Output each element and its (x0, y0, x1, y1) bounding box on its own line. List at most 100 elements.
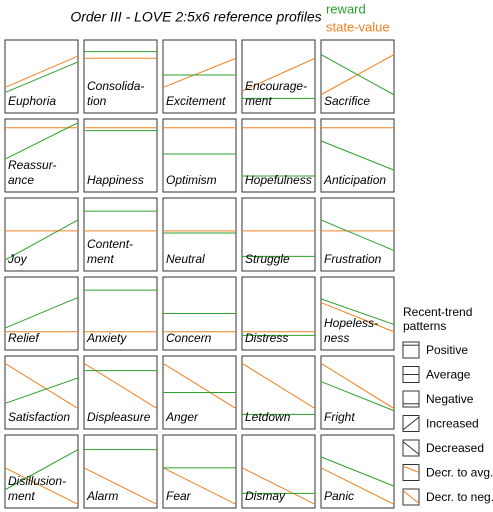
profile-label: Excitement (166, 94, 226, 108)
profile-label: Concern (166, 331, 212, 345)
legend-reward: reward (326, 1, 366, 16)
reward-line (4, 449, 79, 491)
profile-label: Panic (324, 489, 354, 503)
profile-cell (83, 197, 158, 272)
profile-label: Dismay (245, 489, 286, 503)
profile-label: Euphoria (8, 94, 56, 108)
trend-label: Average (426, 368, 471, 382)
profile-cell (4, 39, 79, 114)
profile-label: Sacrifice (324, 94, 370, 108)
trend-icon-line (402, 490, 420, 504)
state-value-line (241, 57, 316, 92)
reward-line (320, 54, 395, 96)
profile-label: Encourage- (245, 79, 307, 93)
trend-label: Decreased (426, 441, 484, 455)
profile-label: Fright (324, 410, 355, 424)
title: Order III - LOVE 2:5x6 reference profile… (70, 9, 321, 25)
profile-cell (162, 197, 237, 272)
profile-label: Hopeless- (324, 316, 378, 330)
profile-cell (320, 434, 395, 509)
profile-cell (320, 197, 395, 272)
profile-label: ness (324, 331, 349, 345)
profile-cell (83, 434, 158, 509)
profile-label: Struggle (245, 252, 290, 266)
legend-state-value: state-value (326, 19, 390, 34)
profile-label: ance (8, 173, 34, 187)
trend-label: Increased (426, 417, 479, 431)
trend-label: Decr. to avg. (426, 466, 493, 480)
profile-label: Anticipation (323, 173, 386, 187)
profile-label: Happiness (87, 173, 144, 187)
profile-cell (83, 355, 158, 430)
reward-line (320, 456, 395, 487)
profile-cell (320, 355, 395, 430)
trend-icon-line (402, 441, 420, 455)
profile-label: ment (8, 489, 35, 503)
profile-cell (241, 39, 316, 114)
reward-line (4, 61, 79, 94)
trend-icon (402, 341, 420, 359)
state-value-line (4, 55, 79, 88)
profile-cell (4, 118, 79, 193)
trend-legend-title: Recent-trend (403, 305, 472, 319)
profile-label: Content- (87, 237, 133, 251)
reward-line (320, 381, 395, 412)
profile-label: Consolida- (87, 79, 144, 93)
profile-label: Letdown (245, 410, 291, 424)
profile-label: Distress (245, 331, 288, 345)
profile-label: Neutral (166, 252, 205, 266)
state-value-line (241, 362, 316, 409)
profile-cell (4, 434, 79, 509)
state-value-line (162, 57, 237, 88)
profile-label: Joy (7, 252, 28, 266)
profile-cell (241, 434, 316, 509)
state-value-line (320, 362, 395, 409)
state-value-line (241, 467, 316, 505)
reward-line (4, 219, 79, 261)
profile-label: Frustration (324, 252, 382, 266)
profile-label: ment (87, 252, 114, 266)
profile-cell (320, 276, 395, 351)
trend-legend-title: patterns (403, 319, 446, 333)
trend-icon (402, 390, 420, 408)
profile-cell (162, 434, 237, 509)
profile-cell (4, 276, 79, 351)
profile-cell (241, 355, 316, 430)
profile-cell (162, 118, 237, 193)
reward-line (4, 122, 79, 160)
state-value-line (4, 467, 79, 505)
profile-label: Optimism (166, 173, 217, 187)
state-value-line (162, 467, 237, 505)
state-value-line (83, 467, 158, 505)
profile-cell (241, 276, 316, 351)
reward-line (320, 219, 395, 252)
profile-cell (320, 39, 395, 114)
profile-label: Reassur- (8, 158, 56, 172)
reward-line (320, 140, 395, 171)
profile-label: Fear (166, 489, 192, 503)
reward-line (320, 298, 395, 325)
profile-label: Relief (8, 331, 40, 345)
reward-line (4, 296, 79, 329)
profile-cell (83, 276, 158, 351)
state-value-line (4, 362, 79, 409)
state-value-line (162, 362, 237, 409)
state-value-line (320, 302, 395, 333)
trend-label: Negative (426, 392, 474, 406)
trend-icon-line (402, 416, 420, 431)
profile-label: Anger (165, 410, 199, 424)
profile-cell (4, 355, 79, 430)
trend-label: Positive (426, 343, 468, 357)
profile-label: Satisfaction (8, 410, 70, 424)
state-value-line (320, 467, 395, 505)
profile-label: Alarm (86, 489, 118, 503)
profile-label: Hopefulness (245, 173, 312, 187)
trend-icon-line (402, 465, 420, 473)
profile-label: Disillusion- (8, 474, 66, 488)
profile-label: tion (87, 94, 107, 108)
profile-label: ment (245, 94, 272, 108)
trend-label: Decr. to neg. (426, 490, 493, 504)
profile-cell (162, 39, 237, 114)
profile-cell (241, 118, 316, 193)
